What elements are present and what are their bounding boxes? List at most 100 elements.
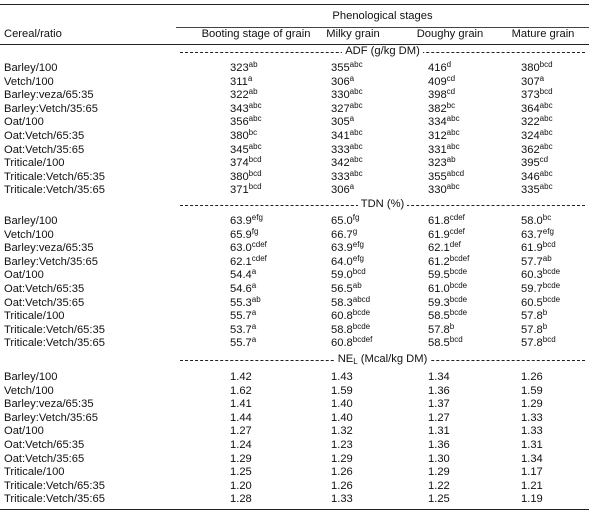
- row-label: Oat:Vetch/35:65: [4, 143, 85, 156]
- row-label: Barley:veza/65:35: [4, 89, 94, 102]
- row-label: Triticale:Vetch/65:35: [4, 323, 105, 336]
- table-cell: 322ab: [230, 87, 258, 102]
- table-cell: 327abc: [331, 101, 363, 116]
- table-row: Oat/100 54.4a 59.0bcd 59.5bcde 60.3bcde: [0, 267, 589, 282]
- significance-letters: efg: [542, 226, 554, 236]
- row-label: Oat/100: [4, 269, 44, 282]
- cell-value: 64.0: [331, 255, 353, 268]
- table-cell: 57.8b: [428, 322, 454, 337]
- cell-value: 57.8: [521, 310, 543, 323]
- table-top-rule: [0, 4, 589, 5]
- table-cell: 306a: [331, 183, 354, 197]
- row-label: Triticale/100: [4, 157, 65, 170]
- table-cell: 55.3ab: [230, 295, 261, 310]
- cell-value: 333: [331, 170, 350, 183]
- table-row: Barley:veza/65:35 322ab 330abc 398cd 373bcd: [0, 87, 589, 102]
- significance-letters: bcde: [352, 321, 371, 331]
- cell-value: 380: [230, 170, 249, 183]
- table-cell: 58.8bcde: [331, 321, 371, 337]
- table-cell: 1.29: [331, 453, 353, 466]
- table-cell: 61.9cdef: [428, 226, 465, 242]
- table-cell: 342abc: [331, 156, 363, 170]
- cell-value: 1.40: [331, 398, 353, 411]
- table-row: Triticale:Vetch/65:35 53.7a 58.8bcde 57.8b 5…: [0, 321, 589, 337]
- cell-value: 60.3: [521, 269, 543, 282]
- significance-letters: abc: [539, 168, 553, 178]
- table-cell: 1.27: [230, 425, 252, 438]
- cell-value: 62.1: [428, 242, 450, 255]
- cell-value: 322: [230, 89, 249, 102]
- table-cell: 323ab: [230, 61, 258, 75]
- table-cell: 65.9fg: [230, 226, 259, 242]
- cell-value: 63.0: [230, 242, 252, 255]
- table-cell: 53.7a: [230, 322, 256, 337]
- table-cell: 62.1cdef: [230, 254, 267, 269]
- row-label: Triticale:Vetch/35:65: [4, 184, 105, 197]
- cell-value: 333: [331, 143, 350, 156]
- significance-letters: abcd: [352, 294, 371, 304]
- significance-letters: cdef: [449, 226, 465, 236]
- table-cell: 311a: [230, 74, 252, 89]
- cell-value: 58.3: [331, 296, 353, 309]
- table-cell: 1.43: [331, 371, 353, 384]
- significance-letters: bcde: [542, 267, 561, 277]
- cell-value: 58.8: [331, 323, 353, 336]
- row-label: Triticale/100: [4, 310, 65, 323]
- cell-value: 330: [428, 184, 447, 197]
- significance-letters: a: [251, 335, 257, 345]
- table-row: Vetch/100 311a 306a 409cd 307a: [0, 73, 589, 89]
- row-label: Oat:Vetch/35:65: [4, 296, 85, 309]
- table-cell: 1.30: [428, 453, 450, 466]
- cell-value: 66.7: [331, 228, 353, 241]
- table-cell: 63.9efg: [331, 241, 364, 255]
- significance-letters: abc: [539, 141, 553, 151]
- table-cell: 59.7bcde: [521, 282, 560, 296]
- table-cell: 330abc: [428, 183, 460, 197]
- table-cell: 63.7efg: [521, 226, 554, 242]
- cell-value: 61.8: [428, 215, 450, 227]
- significance-letters: fg: [352, 213, 360, 222]
- cell-value: 1.34: [428, 371, 450, 383]
- table-cell: 1.25: [428, 493, 450, 506]
- table-cell: 1.26: [331, 466, 353, 479]
- significance-letters: abc: [248, 141, 262, 151]
- cell-value: 1.33: [331, 493, 353, 506]
- cell-value: 1.30: [428, 452, 450, 465]
- section-header: ADF (g/kg DM): [180, 45, 585, 58]
- table-cell: 1.59: [521, 385, 543, 398]
- table-cell: 1.31: [521, 439, 543, 452]
- cell-value: 323: [428, 157, 447, 170]
- cell-value: 1.33: [521, 425, 543, 438]
- table-cell: 64.0efg: [331, 254, 364, 269]
- significance-letters: abc: [446, 128, 460, 137]
- significance-letters: abc: [349, 128, 363, 137]
- table-cell: 63.0cdef: [230, 241, 267, 255]
- section-title-subscript: L: [353, 357, 358, 366]
- row-label: Oat/100: [4, 116, 44, 129]
- table-cell: 324abc: [521, 129, 553, 143]
- cell-value: 380: [521, 62, 540, 74]
- significance-letters: a: [349, 73, 355, 83]
- cell-value: 341: [331, 130, 350, 142]
- significance-letters: bcde: [449, 308, 468, 318]
- table-row: Barley/100 323ab 355abc 416d 380bcd: [0, 61, 589, 75]
- cell-value: 1.27: [230, 425, 252, 438]
- cell-value: 1.23: [331, 439, 353, 451]
- row-label: Triticale/100: [4, 466, 65, 479]
- cell-value: 56.5: [331, 283, 353, 295]
- column-header-stage: Mature grain: [511, 28, 575, 40]
- cell-value: 1.17: [521, 466, 543, 479]
- significance-letters: fg: [251, 226, 259, 236]
- cell-value: 57.8: [428, 323, 450, 336]
- cell-value: 59.7: [521, 283, 543, 295]
- section-header: TDN (%): [180, 198, 585, 211]
- cell-value: 60.5: [521, 296, 543, 309]
- cell-value: 55.7: [230, 337, 252, 350]
- significance-letters: ab: [248, 87, 258, 97]
- column-header-stage: Booting stage of grain: [201, 28, 311, 40]
- table-cell: 1.62: [230, 385, 252, 398]
- cell-value: 53.7: [230, 323, 252, 336]
- cell-value: 1.59: [521, 384, 543, 397]
- significance-letters: bcde: [542, 294, 561, 304]
